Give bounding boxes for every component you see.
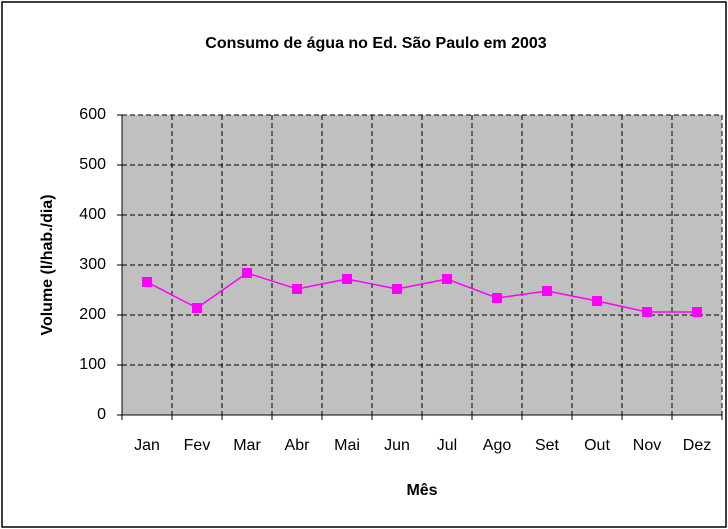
x-tick-label: Ago (483, 437, 512, 454)
y-tick-label: 300 (79, 256, 106, 273)
y-axis-label: Volume (l/hab./dia) (39, 194, 56, 335)
marker (692, 307, 702, 317)
marker (292, 284, 302, 294)
marker (142, 277, 152, 287)
marker (642, 307, 652, 317)
y-tick-label: 100 (79, 356, 106, 373)
marker (342, 274, 352, 284)
x-tick-label: Dez (683, 437, 711, 454)
x-tick-label: Out (584, 437, 610, 454)
marker (242, 268, 252, 278)
x-tick-label: Jun (384, 437, 410, 454)
x-tick-label: Abr (285, 437, 311, 454)
chart-title: Consumo de água no Ed. São Paulo em 2003 (205, 35, 547, 52)
y-tick-label: 500 (79, 156, 106, 173)
marker (392, 284, 402, 294)
x-tick-label: Set (535, 437, 560, 454)
x-tick-label: Jan (134, 437, 160, 454)
x-tick-label: Nov (633, 437, 661, 454)
x-axis-label: Mês (406, 482, 437, 499)
marker (492, 293, 502, 303)
x-tick-label: Mar (233, 437, 261, 454)
x-tick-label: Jul (437, 437, 457, 454)
marker (442, 274, 452, 284)
marker (592, 296, 602, 306)
x-tick-label: Fev (184, 437, 211, 454)
y-tick-label: 0 (97, 406, 106, 423)
marker (192, 303, 202, 313)
marker (542, 286, 552, 296)
y-tick-label: 600 (79, 106, 106, 123)
y-tick-label: 200 (79, 306, 106, 323)
y-tick-label: 400 (79, 206, 106, 223)
x-tick-label: Mai (334, 437, 360, 454)
line (146, 272, 697, 313)
